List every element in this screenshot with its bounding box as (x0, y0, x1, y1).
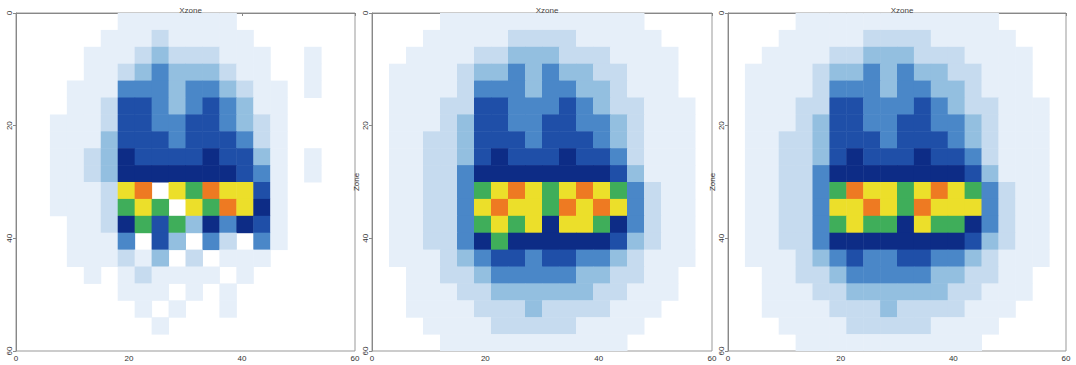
svg-text:0: 0 (717, 10, 726, 15)
svg-text:Zone: Zone (352, 172, 361, 191)
svg-text:40: 40 (361, 233, 370, 242)
svg-text:20: 20 (125, 354, 134, 363)
svg-text:0: 0 (5, 10, 14, 15)
svg-text:Xzone: Xzone (891, 6, 914, 15)
svg-text:0: 0 (370, 354, 375, 363)
svg-text:40: 40 (238, 354, 247, 363)
svg-text:0: 0 (14, 354, 19, 363)
svg-text:40: 40 (717, 233, 726, 242)
svg-text:40: 40 (594, 354, 603, 363)
svg-text:0: 0 (361, 10, 370, 15)
svg-text:20: 20 (717, 121, 726, 130)
svg-text:60: 60 (351, 354, 360, 363)
svg-text:60: 60 (1062, 354, 1071, 363)
svg-text:20: 20 (481, 354, 490, 363)
svg-text:Xzone: Xzone (179, 6, 202, 15)
svg-text:Zone: Zone (708, 172, 717, 191)
svg-text:40: 40 (5, 233, 14, 242)
svg-text:60: 60 (361, 346, 370, 355)
svg-text:40: 40 (949, 354, 958, 363)
svg-text:0: 0 (726, 354, 731, 363)
svg-text:20: 20 (361, 121, 370, 130)
svg-text:20: 20 (5, 121, 14, 130)
svg-text:60: 60 (717, 346, 726, 355)
svg-text:Xzone: Xzone (536, 6, 559, 15)
svg-text:60: 60 (5, 346, 14, 355)
svg-text:60: 60 (708, 354, 717, 363)
svg-text:20: 20 (836, 354, 845, 363)
